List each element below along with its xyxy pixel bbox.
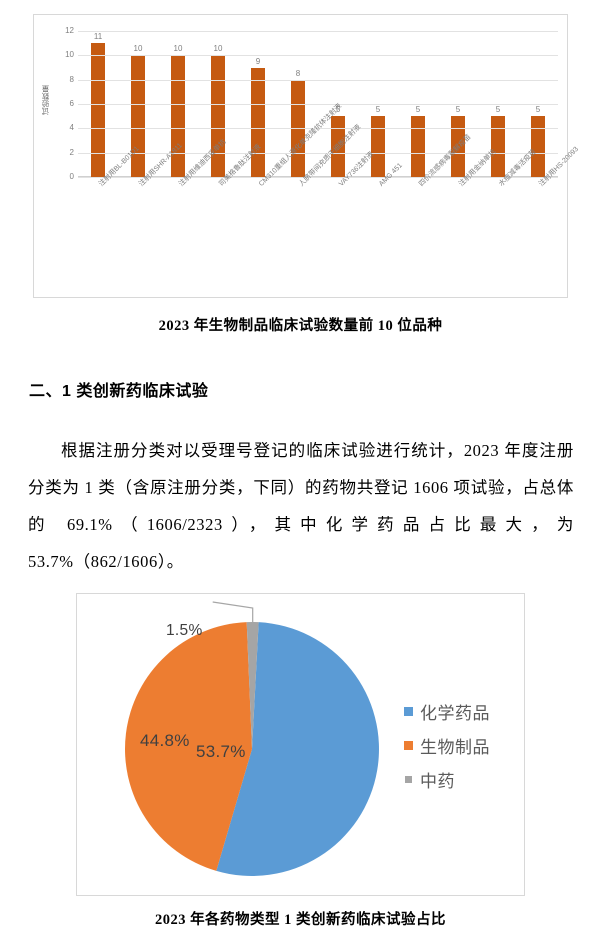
bar-chart-plot-wrapper: 试验数量 11 10 10 10 9 8 5 5 5 5 5 5 0 2 4 6 8 10 12 注射用BL-B0… [34, 15, 580, 299]
bar-chart-value-label: 5 [375, 105, 381, 115]
bar-chart-y-tick-label: 8 [69, 74, 74, 84]
bar-chart-x-label-cell: 注射用金纳单抗 [438, 148, 498, 297]
bar-chart-bar[interactable]: 9 [251, 57, 265, 177]
pie-leader-line [212, 601, 254, 622]
legend-swatch-biological [404, 740, 413, 750]
bar-chart-x-axis-line [78, 176, 558, 177]
bar-chart-gridline [78, 79, 558, 81]
pie-data-label-chemical: 53.7% [196, 742, 246, 761]
bar-chart-x-label-cell: AMG 451 [358, 162, 404, 297]
bar-chart-value-label: 11 [93, 32, 103, 42]
bar-chart-bar-cell: 5 [318, 31, 358, 177]
bar-chart-bar[interactable]: 10 [211, 44, 225, 177]
bar-chart-bar[interactable]: 5 [451, 105, 465, 177]
pie-chart-legend: 化学药品 生物制品 中药 [404, 694, 508, 796]
bar-chart-value-label: 10 [213, 44, 223, 54]
bar-chart-bar-cell: 10 [118, 31, 158, 177]
pie-data-label-biological: 44.8% [140, 731, 190, 750]
bar-chart-bar-cell: 10 [158, 31, 198, 177]
bar-chart-x-label-cell: CM310重组人源化单克隆抗体注射液 [238, 103, 343, 297]
bar-chart-x-label-cell: 人脐带间充质干细胞注射液 [278, 124, 362, 297]
bar-chart-gridline [78, 31, 558, 32]
pie-slice-biological [125, 622, 252, 871]
bar-chart-x-label-cell: 注射用HS-20093 [518, 146, 580, 297]
bar-chart-value-label: 9 [255, 56, 261, 66]
bar-chart-bar-cell: 5 [518, 31, 558, 177]
bar-chart-gridline [78, 104, 558, 105]
pie-chart-caption: 2023 年各药物类型 1 类创新药临床试验占比 [154, 912, 447, 928]
legend-label-biological: 生物制品 [420, 737, 490, 757]
pie-data-label-tcm: 1.5% [166, 622, 203, 639]
bar-chart-value-label: 5 [335, 105, 341, 115]
bar-chart-value-label: 5 [535, 105, 541, 115]
bar-chart-gridline [78, 55, 558, 57]
bar-chart-bar[interactable]: 10 [131, 44, 145, 177]
legend-swatch-tcm [405, 775, 412, 783]
bar-chart-bar[interactable]: 11 [91, 32, 105, 177]
pie-slice-chemical [216, 622, 379, 876]
legend-item-tcm[interactable]: 中药 [404, 762, 508, 796]
bar-chart-caption: 2023 年生物制品临床试验数量前 10 位品种 [158, 318, 443, 334]
bar-chart-x-label-cell: 司美格鲁肽注射液 [198, 143, 263, 297]
legend-label-tcm: 中药 [420, 771, 455, 791]
pie-slice-tcm [246, 621, 259, 749]
bar-chart-bar-cell: 5 [478, 31, 518, 177]
bar-chart-x-label-cell: 水痘减毒活疫苗 [478, 148, 538, 297]
bar-chart-bar[interactable]: 5 [531, 105, 545, 177]
bar-chart-bar-cell: 5 [358, 31, 398, 177]
bar-chart-x-label-cell: 四价流感病毒裂解疫苗 [398, 134, 472, 297]
bar-chart-x-axis-labels: 注射用BL-B01D1 注射用SHR-A1811 注射用维迪西妥单抗 司美格鲁肽注射液… [78, 103, 580, 297]
bar-chart-value-label: 5 [455, 105, 461, 115]
bar-chart-bar[interactable]: 5 [371, 105, 385, 177]
pie-chart-container: 化学药品 生物制品 中药 [76, 593, 525, 896]
bar-chart-y-tick-label: 2 [69, 147, 74, 157]
bar-chart-plot-area: 11 10 10 10 9 8 5 5 5 5 5 5 0 2 4 6 8 10 12 [65, 27, 558, 181]
bar-chart-y-tick-label: 4 [69, 123, 74, 133]
bar-chart-bar[interactable]: 5 [331, 105, 345, 177]
bar-chart-x-label-cell: 注射用BL-B01D1 [78, 145, 141, 297]
bar-chart-bar-cell: 5 [438, 31, 478, 177]
section-heading: 二、1 类创新药临床试验 [29, 383, 209, 400]
bar-chart-gridline [78, 152, 558, 154]
legend-item-biological[interactable]: 生物制品 [404, 728, 508, 762]
bar-chart-container: 试验数量 11 10 10 10 9 8 5 5 5 5 5 5 0 2 4 6 8 10 12 注射用BL-B0… [33, 14, 580, 299]
bar-chart-gridline [78, 177, 558, 178]
bar-chart-y-tick-label: 6 [69, 99, 74, 108]
bar-chart-bar-cell: 10 [198, 31, 238, 177]
legend-item-chemical[interactable]: 化学药品 [404, 694, 508, 728]
bar-chart-bar[interactable]: 5 [491, 105, 505, 177]
bar-chart-value-label: 10 [133, 44, 143, 54]
section-paragraph: 根据注册分类对以受理号登记的临床试验进行统计，2023 年度注册分类为 1 类（… [28, 441, 574, 571]
bar-chart-bar-cell: 9 [238, 31, 278, 177]
bar-chart-y-tick-label: 0 [69, 172, 74, 181]
bar-chart-bar[interactable]: 5 [411, 105, 425, 177]
pie-chart-graphic [125, 601, 379, 876]
bar-chart-x-label-cell: VAY736注射液 [318, 151, 375, 297]
bar-chart-bar-cell: 5 [398, 31, 438, 177]
bar-chart-x-label-cell: 注射用SHR-A1811 [118, 142, 184, 297]
bar-chart-y-tick-label: 10 [65, 50, 74, 60]
bar-chart-y-tick-label: 12 [65, 26, 74, 35]
bar-chart-gridline [78, 128, 558, 130]
bar-chart-value-label: 8 [295, 68, 301, 78]
bar-chart-value-label: 5 [415, 105, 421, 115]
legend-swatch-chemical [404, 706, 413, 716]
bar-chart-bar[interactable]: 10 [171, 44, 185, 177]
bar-chart-value-label: 10 [173, 44, 183, 54]
bar-chart-x-label-cell: 注射用维迪西妥单抗 [158, 138, 227, 297]
legend-label-chemical: 化学药品 [420, 703, 490, 723]
bar-chart-bar-cell: 11 [78, 31, 118, 177]
bar-chart-value-label: 5 [495, 105, 501, 115]
